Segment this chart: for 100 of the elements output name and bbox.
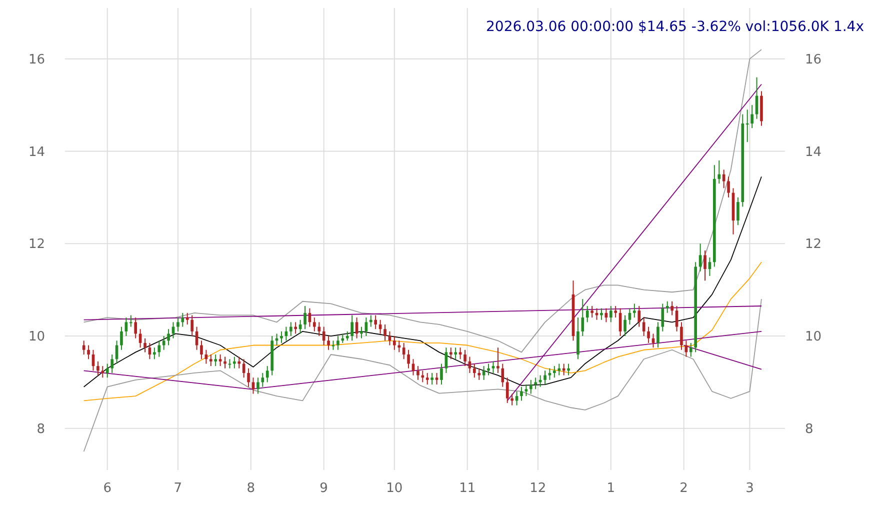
candlestick	[609, 305, 612, 323]
candlestick	[393, 336, 396, 350]
candlestick	[144, 338, 146, 353]
candlestick	[384, 324, 386, 342]
candlestick	[736, 196, 740, 226]
candlestick	[214, 354, 217, 367]
candlestick	[520, 386, 523, 402]
y2-tick-label: 14	[805, 144, 822, 160]
candlestick	[473, 363, 476, 378]
candlestick	[294, 322, 297, 334]
x-tick-label: 8	[246, 481, 256, 496]
line-series	[83, 49, 762, 353]
candlestick	[280, 330, 283, 344]
candlestick	[252, 377, 255, 394]
candlestick	[444, 347, 448, 374]
candlestick	[642, 317, 646, 337]
candlestick	[590, 305, 594, 318]
y2-tick-label: 10	[805, 330, 822, 345]
x-tick-label: 1	[606, 481, 616, 496]
candlestick	[656, 322, 660, 348]
y-tick-label: 14	[28, 144, 45, 160]
candlestick	[468, 356, 472, 374]
candlestick	[722, 169, 726, 189]
candlestick	[120, 326, 123, 350]
candlestick	[101, 366, 104, 378]
candlestick	[496, 347, 500, 374]
candlestick	[167, 328, 170, 346]
candlestick	[430, 372, 434, 386]
x-tick-label: 6	[103, 481, 112, 496]
candlestick	[350, 314, 354, 342]
candlestick	[124, 317, 128, 337]
candlestick	[506, 377, 509, 404]
candlestick	[628, 308, 632, 325]
candlestick	[666, 300, 669, 314]
candlestick	[148, 342, 152, 360]
candlestick	[364, 317, 368, 337]
candlestick	[374, 314, 377, 330]
candlestick	[544, 370, 546, 386]
x-tick-label: 2	[680, 481, 688, 496]
candlestick	[524, 384, 528, 397]
candlestick	[186, 312, 189, 325]
candlestick	[158, 340, 161, 358]
y2-tick-label: 16	[805, 52, 822, 68]
y-tick-label: 16	[28, 52, 45, 68]
candlestick	[482, 366, 486, 380]
x-tick-label: 10	[386, 481, 403, 496]
candlestick	[153, 347, 156, 360]
candlestick	[209, 354, 212, 367]
candlestick	[633, 303, 636, 318]
candlestick	[567, 363, 570, 376]
x-tick-label: 11	[459, 481, 476, 496]
candlestick	[624, 314, 626, 337]
candlestick	[134, 317, 137, 339]
candlestick	[661, 303, 664, 332]
candlestick	[407, 349, 410, 369]
candlestick	[689, 342, 692, 358]
candlestick	[96, 360, 100, 376]
candlestick	[576, 317, 580, 360]
candlestick	[558, 363, 561, 376]
candlestick	[680, 322, 683, 350]
candlestick	[138, 328, 142, 348]
candlestick	[87, 344, 90, 360]
x-tick-label: 3	[746, 481, 754, 496]
candlestick	[369, 314, 372, 328]
candlestick	[341, 333, 344, 344]
candlestick	[200, 340, 203, 360]
candlestick	[266, 366, 269, 383]
candlestick	[416, 366, 420, 380]
candlestick	[228, 358, 232, 369]
candlestick	[529, 379, 532, 394]
candlestick	[289, 322, 292, 337]
candlestick	[487, 363, 490, 376]
candlestick	[454, 347, 457, 360]
candlestick	[332, 340, 335, 350]
candlestick	[398, 340, 401, 353]
line-series	[83, 298, 762, 452]
candlestick	[402, 342, 406, 360]
candlestick	[346, 330, 349, 342]
candlestick	[224, 356, 226, 369]
candlestick	[704, 250, 706, 282]
candlestick	[614, 305, 617, 318]
candlestick	[233, 356, 236, 369]
x-tick-label: 7	[174, 481, 182, 496]
candlestick	[176, 317, 180, 332]
candlestick	[750, 104, 754, 129]
y-tick-label: 8	[36, 422, 45, 437]
candlestick	[581, 298, 584, 337]
candlestick	[256, 377, 260, 394]
candlestick	[440, 363, 443, 386]
candlestick	[110, 354, 114, 374]
candlestick	[304, 305, 306, 330]
candlestick	[313, 317, 316, 332]
candlestick	[727, 176, 730, 198]
x-tick-label: 12	[530, 481, 546, 496]
x-tick-label: 9	[320, 481, 328, 496]
candlestick	[718, 160, 721, 184]
candlestick	[478, 368, 481, 380]
candlestick	[336, 336, 340, 350]
y2-tick-label: 12	[805, 237, 822, 252]
candlestick	[638, 305, 641, 328]
